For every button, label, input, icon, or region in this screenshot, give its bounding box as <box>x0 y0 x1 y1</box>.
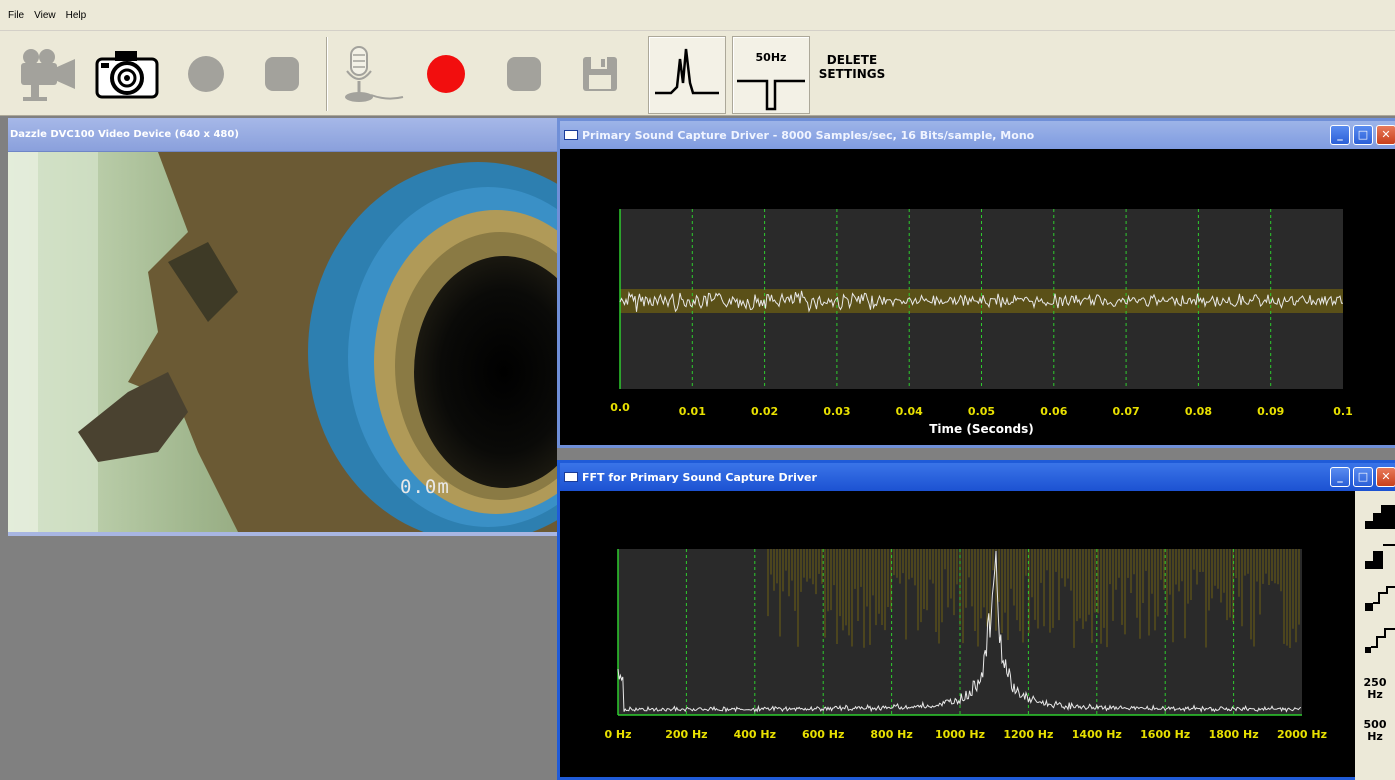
fft-tick-label: 1200 Hz <box>1003 728 1053 741</box>
record-red-dot-icon <box>427 55 465 93</box>
fft-spectrum-line <box>617 550 1302 713</box>
delete-settings-line1: DELETE <box>826 53 878 67</box>
stop-square-icon <box>507 57 541 91</box>
save-button[interactable] <box>576 41 624 107</box>
averaging-step-icon-3[interactable] <box>1361 583 1395 613</box>
scope-tick-label: 0.03 <box>823 405 850 418</box>
pipe-inspection-image <box>8 152 557 532</box>
fft-tick-label: 1800 Hz <box>1209 728 1259 741</box>
menu-bar: File View Help <box>0 0 1395 30</box>
fft-tick-label: 1400 Hz <box>1072 728 1122 741</box>
fft-window: FFT for Primary Sound Capture Driver _ □… <box>557 460 1395 780</box>
fft-close-button[interactable]: ✕ <box>1376 467 1395 487</box>
video-window-title: Dazzle DVC100 Video Device (640 x 480) <box>10 129 239 140</box>
averaging-step-icon-1[interactable] <box>1361 501 1395 531</box>
resolution-500hz-unit: Hz <box>1367 730 1383 743</box>
fft-tick-label: 2000 Hz <box>1277 728 1327 741</box>
fft-tick-label: 1600 Hz <box>1140 728 1190 741</box>
video-window: Dazzle DVC100 Video Device (640 x 480) <box>8 118 557 536</box>
floppy-disk-icon <box>583 57 617 91</box>
scope-chart: 0.0 0.01 0.02 0.03 0.04 0.05 0.06 0.07 0.08 0.09 0… <box>610 209 1353 436</box>
fft-tick-label: 1000 Hz <box>935 728 985 741</box>
scope-close-button[interactable]: ✕ <box>1376 125 1395 145</box>
scope-tick-label: 0.1 <box>1333 405 1353 418</box>
window-icon <box>564 130 578 140</box>
video-record-button[interactable] <box>182 41 230 107</box>
fft-toggle-button[interactable] <box>648 36 726 114</box>
video-feed: 0.0m <box>8 152 557 532</box>
resolution-250hz-value: 250 <box>1363 676 1387 689</box>
video-camera-icon <box>21 49 75 101</box>
scope-tick-label: 0.06 <box>1040 405 1067 418</box>
video-window-title-bar[interactable]: Dazzle DVC100 Video Device (640 x 480) <box>8 118 557 152</box>
fft-tick-label: 0 Hz <box>604 728 631 741</box>
video-camera-button[interactable] <box>14 41 82 107</box>
scope-x-axis-label: Time (Seconds) <box>929 422 1034 436</box>
scope-tick-label: 0.01 <box>679 405 706 418</box>
video-window-bottom-border <box>8 532 557 536</box>
scope-window-title-bar[interactable]: Primary Sound Capture Driver - 8000 Samp… <box>560 121 1395 149</box>
scope-tick-label: 0.09 <box>1257 405 1284 418</box>
filter-frequency-label: 50Hz <box>755 51 787 64</box>
menu-file[interactable]: File <box>8 9 25 21</box>
fft-window-title-bar[interactable]: FFT for Primary Sound Capture Driver _ □… <box>560 463 1395 491</box>
fft-tick-label: 800 Hz <box>870 728 912 741</box>
scope-tick-label: 0.0 <box>610 401 630 414</box>
fft-tick-label: 600 Hz <box>802 728 844 741</box>
delete-settings-button[interactable]: DELETE SETTINGS <box>812 53 892 81</box>
scope-maximize-button[interactable]: □ <box>1353 125 1373 145</box>
resolution-250hz-button[interactable]: 250 Hz <box>1355 677 1395 701</box>
fft-chart: 0 Hz 200 Hz 400 Hz 600 Hz 800 Hz 1000 Hz 1200 … <box>604 549 1327 741</box>
window-icon <box>564 472 578 482</box>
fft-tick-label: 200 Hz <box>665 728 707 741</box>
fft-window-title: FFT for Primary Sound Capture Driver <box>582 471 817 484</box>
scope-waveform-line <box>619 290 1344 313</box>
fft-minimize-button[interactable]: _ <box>1330 467 1350 487</box>
camera-icon <box>95 51 159 99</box>
delete-settings-line2: SETTINGS <box>818 67 886 81</box>
toolbar-divider <box>326 37 328 111</box>
notch-filter-button[interactable]: 50Hz <box>732 36 810 114</box>
toolbar: 50Hz DELETE SETTINGS <box>0 30 1395 116</box>
scope-window: Primary Sound Capture Driver - 8000 Samp… <box>557 118 1395 448</box>
scope-tick-label: 0.08 <box>1185 405 1212 418</box>
scope-minimize-button[interactable]: _ <box>1330 125 1350 145</box>
averaging-step-icon-4[interactable] <box>1361 625 1395 655</box>
resolution-500hz-value: 500 <box>1363 718 1387 731</box>
fft-maximize-button[interactable]: □ <box>1353 467 1373 487</box>
distance-overlay: 0.0m <box>400 476 450 498</box>
averaging-step-icon-2[interactable] <box>1361 541 1395 571</box>
video-stop-button[interactable] <box>258 41 306 107</box>
fft-side-panel: 250 Hz 500 Hz <box>1355 491 1395 780</box>
microphone-button[interactable] <box>336 41 408 107</box>
resolution-500hz-button[interactable]: 500 Hz <box>1355 719 1395 743</box>
microphone-icon <box>345 46 404 102</box>
notch-filter-icon <box>737 79 805 111</box>
menu-view[interactable]: View <box>34 9 56 21</box>
scope-tick-label: 0.05 <box>968 405 995 418</box>
scope-tick-label: 0.02 <box>751 405 778 418</box>
fft-tick-label: 400 Hz <box>734 728 776 741</box>
resolution-250hz-unit: Hz <box>1367 688 1383 701</box>
menu-help[interactable]: Help <box>65 9 87 21</box>
stop-square-icon <box>265 57 299 91</box>
scope-tick-label: 0.04 <box>896 405 923 418</box>
scope-window-title: Primary Sound Capture Driver - 8000 Samp… <box>582 129 1035 142</box>
scope-tick-label: 0.07 <box>1113 405 1140 418</box>
record-dot-icon <box>188 56 224 92</box>
snapshot-camera-button[interactable] <box>92 41 162 107</box>
spectrum-peak-icon <box>655 48 719 95</box>
audio-record-button[interactable] <box>422 41 470 107</box>
audio-stop-button[interactable] <box>500 41 548 107</box>
